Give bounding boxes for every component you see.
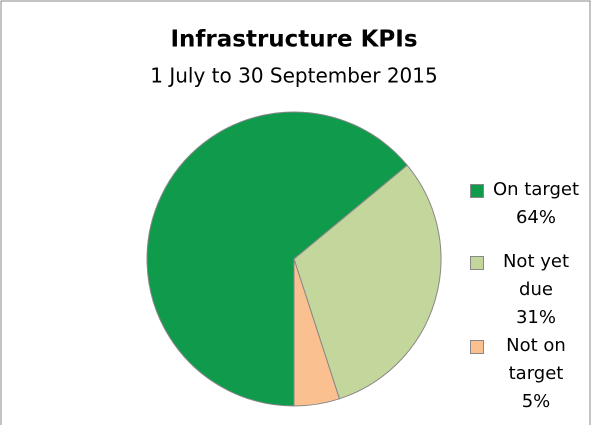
- legend-entry: Not yet due 31%: [490, 248, 582, 332]
- legend-swatch: [470, 184, 484, 198]
- pie-slice: [146, 111, 408, 407]
- legend-label: Not on target: [506, 335, 566, 384]
- legend-swatch: [470, 256, 484, 270]
- legend-value: 31%: [515, 307, 556, 328]
- pie-slice: [293, 258, 341, 407]
- chart-title: Infrastructure KPIs: [170, 27, 417, 53]
- legend-label: On target: [492, 179, 580, 200]
- legend-swatch: [470, 340, 484, 354]
- chart-subtitle: 1 July to 30 September 2015: [150, 64, 437, 88]
- legend-value: 5%: [521, 391, 551, 412]
- legend-entry: On target 64%: [490, 176, 582, 232]
- legend-label: Not yet due: [502, 251, 570, 300]
- legend-value: 64%: [515, 207, 556, 228]
- legend-entry: Not on target 5%: [490, 332, 582, 416]
- pie-slice: [293, 164, 442, 400]
